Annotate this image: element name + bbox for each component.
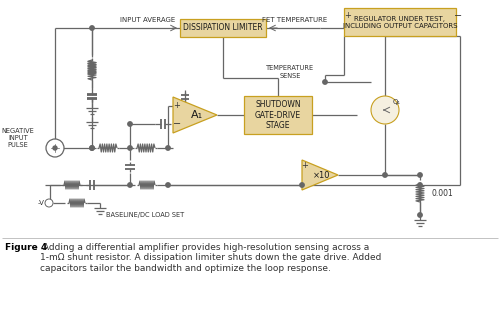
Text: +: + <box>174 101 180 110</box>
Text: SHUTDOWN
GATE-DRIVE
STAGE: SHUTDOWN GATE-DRIVE STAGE <box>255 100 301 130</box>
Text: Figure 4: Figure 4 <box>5 243 47 252</box>
Text: −: − <box>173 119 181 129</box>
Circle shape <box>371 96 399 124</box>
Bar <box>180 19 266 37</box>
Circle shape <box>300 183 304 187</box>
Circle shape <box>46 139 64 157</box>
Circle shape <box>418 213 422 217</box>
Text: REGULATOR UNDER TEST,
INCLUDING OUTPUT CAPACITORS: REGULATOR UNDER TEST, INCLUDING OUTPUT C… <box>343 16 457 29</box>
Text: BASELINE/DC LOAD SET: BASELINE/DC LOAD SET <box>106 212 184 218</box>
Circle shape <box>166 183 170 187</box>
Text: +: + <box>302 161 308 170</box>
Text: ×10: ×10 <box>313 170 331 179</box>
Circle shape <box>90 146 94 150</box>
Text: FET TEMPERATURE: FET TEMPERATURE <box>262 17 328 23</box>
Circle shape <box>90 26 94 30</box>
Circle shape <box>53 146 57 150</box>
Text: 0.001: 0.001 <box>432 188 454 197</box>
Text: Adding a differential amplifier provides high-resolution sensing across a
1-mΩ s: Adding a differential amplifier provides… <box>40 243 381 273</box>
Bar <box>344 8 456 36</box>
Polygon shape <box>173 97 217 133</box>
Circle shape <box>90 146 94 150</box>
Circle shape <box>418 183 422 187</box>
Text: NEGATIVE
INPUT
PULSE: NEGATIVE INPUT PULSE <box>2 128 34 148</box>
Circle shape <box>383 173 387 177</box>
Text: TEMPERATURE
SENSE: TEMPERATURE SENSE <box>266 66 314 78</box>
Circle shape <box>418 173 422 177</box>
Text: Q₁: Q₁ <box>393 99 401 105</box>
Text: -V: -V <box>38 200 45 206</box>
Circle shape <box>323 80 327 84</box>
Polygon shape <box>302 160 338 190</box>
Bar <box>244 96 312 134</box>
Circle shape <box>45 199 53 207</box>
Circle shape <box>166 146 170 150</box>
Text: INPUT AVERAGE: INPUT AVERAGE <box>120 17 176 23</box>
Text: DISSIPATION LIMITER: DISSIPATION LIMITER <box>183 24 263 33</box>
Circle shape <box>128 122 132 126</box>
Text: A₁: A₁ <box>191 110 203 120</box>
Circle shape <box>128 146 132 150</box>
Text: −: − <box>454 11 462 21</box>
Circle shape <box>128 183 132 187</box>
Text: +: + <box>344 12 352 21</box>
